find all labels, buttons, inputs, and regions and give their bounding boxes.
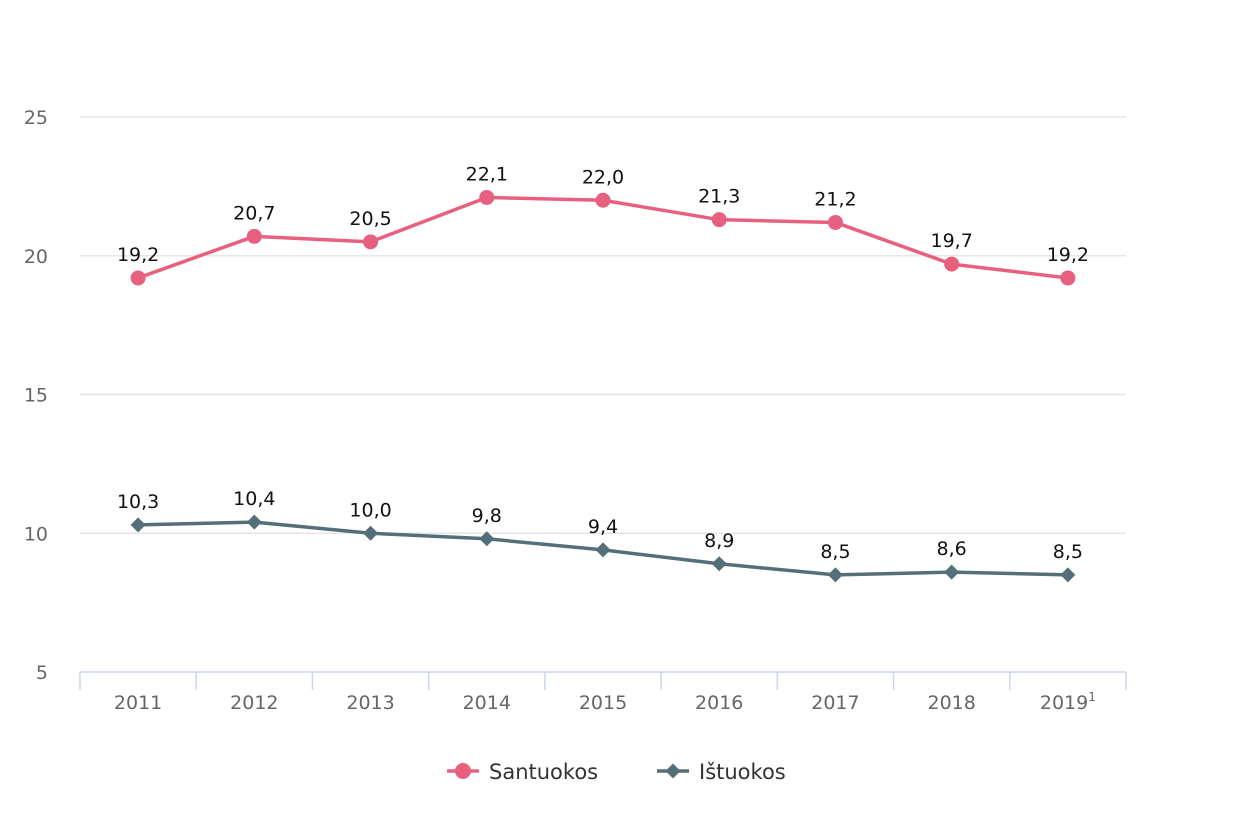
data-label: 8,6 [937, 538, 967, 560]
x-tick-label: 20191 [1040, 690, 1096, 714]
data-label: 8,5 [820, 541, 850, 563]
data-point [479, 531, 495, 547]
data-label: 8,5 [1053, 541, 1083, 563]
data-point [363, 525, 379, 541]
data-label: 20,7 [233, 202, 275, 224]
x-tick-label: 2014 [463, 692, 511, 714]
x-tick-label: 2018 [927, 692, 975, 714]
x-tick-label: 2012 [230, 692, 278, 714]
legend-label: Santuokos [489, 760, 598, 784]
series-ištuokos: 10,3 10,4 10,0 9,8 9,4 8,9 8,5 8,6 8,5 [117, 488, 1083, 583]
x-tick-label: 2011 [114, 692, 162, 714]
data-point [711, 212, 727, 228]
data-point [827, 214, 843, 230]
y-axis: 5 10 15 20 25 [24, 107, 48, 684]
x-axis: 2011 2012 2013 2014 2015 2016 2017 2018 20191 [79, 671, 1127, 714]
data-point [595, 192, 611, 208]
legend-label: Ištuokos [699, 760, 786, 784]
y-tick-label: 20 [24, 246, 48, 268]
data-label: 10,0 [349, 499, 391, 521]
data-point [1060, 567, 1076, 583]
data-label: 9,4 [588, 516, 618, 538]
x-tick-label: 2017 [811, 692, 859, 714]
gridlines [80, 116, 1126, 534]
data-point [595, 542, 611, 558]
data-point [1060, 270, 1076, 286]
series-group: 19,2 20,7 20,5 22,1 22,0 21,3 21,2 19,7 19,2 10,3… [117, 163, 1089, 583]
data-point [130, 517, 146, 533]
data-label: 22,1 [466, 163, 508, 185]
data-label: 10,4 [233, 488, 275, 510]
data-label: 9,8 [472, 505, 502, 527]
x-tick-label: 2013 [346, 692, 394, 714]
data-label: 22,0 [582, 166, 624, 188]
legend: Santuokos Ištuokos [447, 760, 786, 784]
legend-item-santuokos[interactable]: Santuokos [447, 760, 598, 784]
legend-marker-icon [455, 763, 471, 779]
data-label: 19,2 [1047, 244, 1089, 266]
x-tick-label: 2015 [579, 692, 627, 714]
data-point [944, 564, 960, 580]
data-label: 8,9 [704, 530, 734, 552]
series-santuokos: 19,2 20,7 20,5 22,1 22,0 21,3 21,2 19,7 19,2 [117, 163, 1089, 286]
data-point [827, 567, 843, 583]
data-label: 10,3 [117, 491, 159, 513]
data-label: 21,3 [698, 186, 740, 208]
data-point [130, 270, 146, 286]
y-tick-label: 15 [24, 385, 48, 407]
series-line [137, 195, 1069, 280]
data-label: 19,7 [931, 230, 973, 252]
x-tick-superscript: 1 [1088, 690, 1096, 704]
data-point [711, 556, 727, 572]
x-tick-label: 2016 [695, 692, 743, 714]
data-point [246, 514, 262, 530]
y-tick-label: 5 [36, 662, 48, 684]
data-point [363, 234, 379, 250]
data-label: 21,2 [814, 188, 856, 210]
data-point [246, 228, 262, 244]
legend-item-ištuokos[interactable]: Ištuokos [657, 760, 786, 784]
data-label: 19,2 [117, 244, 159, 266]
data-point [944, 256, 960, 272]
data-point [479, 189, 495, 205]
data-label: 20,5 [349, 208, 391, 230]
y-tick-label: 25 [24, 107, 48, 129]
legend-marker-icon [665, 763, 681, 779]
y-tick-label: 10 [24, 523, 48, 545]
